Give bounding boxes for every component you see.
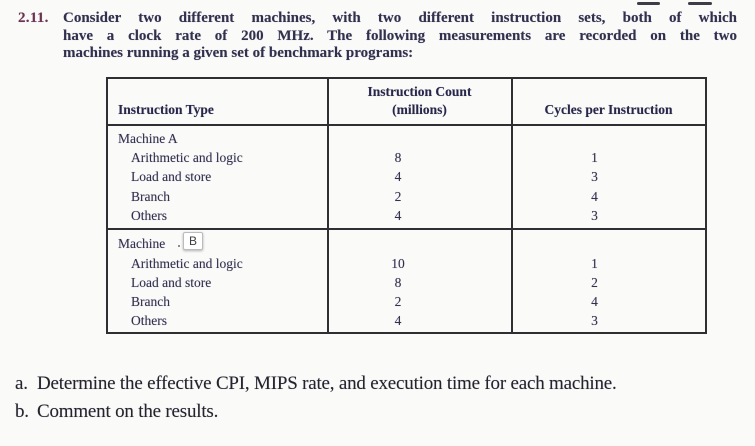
row-count: 4 bbox=[394, 208, 402, 223]
machine-a-label: Machine A bbox=[118, 131, 178, 146]
row-cpi: 3 bbox=[591, 169, 598, 184]
statement-line: Consider two different machines, with tw… bbox=[63, 10, 737, 26]
row-type: Branch bbox=[131, 294, 170, 309]
machine-b-letter-overlay-box[interactable]: B bbox=[183, 232, 204, 250]
row-type: Load and store bbox=[131, 169, 212, 184]
column-header-instruction-count-units: (millions) bbox=[392, 102, 447, 117]
scan-artifact-dash bbox=[637, 2, 660, 5]
row-count: 8 bbox=[394, 150, 402, 165]
statement-line: have a clock rate of 200 MHz. The follow… bbox=[63, 27, 737, 44]
row-count: 4 bbox=[394, 169, 402, 184]
column-header-cycles-per-instruction: Cycles per Instruction bbox=[544, 102, 673, 117]
row-count: 2 bbox=[394, 189, 402, 204]
scan-artifact-dot bbox=[178, 245, 180, 247]
machine-b-label: Machine bbox=[118, 236, 166, 251]
row-cpi: 2 bbox=[591, 275, 598, 290]
row-count: 8 bbox=[394, 275, 402, 290]
column-header-instruction-type: Instruction Type bbox=[118, 102, 214, 117]
row-type: Branch bbox=[131, 189, 170, 204]
row-type: Load and store bbox=[131, 275, 212, 290]
row-cpi: 3 bbox=[591, 313, 598, 328]
header-separator bbox=[108, 124, 705, 126]
row-type: Arithmetic and logic bbox=[131, 150, 243, 165]
question-b-marker: b. bbox=[15, 401, 29, 422]
statement-line: machines running a given set of benchmar… bbox=[63, 45, 414, 61]
row-type: Others bbox=[131, 313, 167, 328]
scan-artifact-dash bbox=[688, 2, 712, 5]
column-divider bbox=[327, 79, 329, 332]
question-a-text: Determine the effective CPI, MIPS rate, … bbox=[37, 373, 617, 394]
row-count: 2 bbox=[394, 294, 402, 309]
measurements-table: Instruction Type Instruction Count (mill… bbox=[106, 77, 707, 334]
question-a-marker: a. bbox=[15, 373, 28, 394]
problem-number: 2.11. bbox=[18, 10, 49, 26]
row-type: Arithmetic and logic bbox=[131, 256, 243, 271]
question-b: b. Comment on the results. bbox=[15, 401, 218, 423]
question-a: a. Determine the effective CPI, MIPS rate… bbox=[15, 373, 617, 395]
row-count: 4 bbox=[394, 313, 402, 328]
section-separator bbox=[108, 228, 705, 230]
question-b-text: Comment on the results. bbox=[37, 401, 219, 422]
row-type: Others bbox=[131, 208, 167, 223]
column-header-instruction-count: Instruction Count bbox=[367, 84, 472, 99]
row-cpi: 4 bbox=[591, 189, 598, 204]
row-cpi: 3 bbox=[591, 208, 598, 223]
row-cpi: 1 bbox=[591, 150, 598, 165]
row-cpi: 4 bbox=[591, 294, 598, 309]
problem-statement: Consider two different machines, with tw… bbox=[63, 10, 737, 63]
row-cpi: 1 bbox=[591, 256, 598, 271]
column-divider bbox=[511, 79, 513, 332]
row-count: 10 bbox=[391, 256, 405, 271]
